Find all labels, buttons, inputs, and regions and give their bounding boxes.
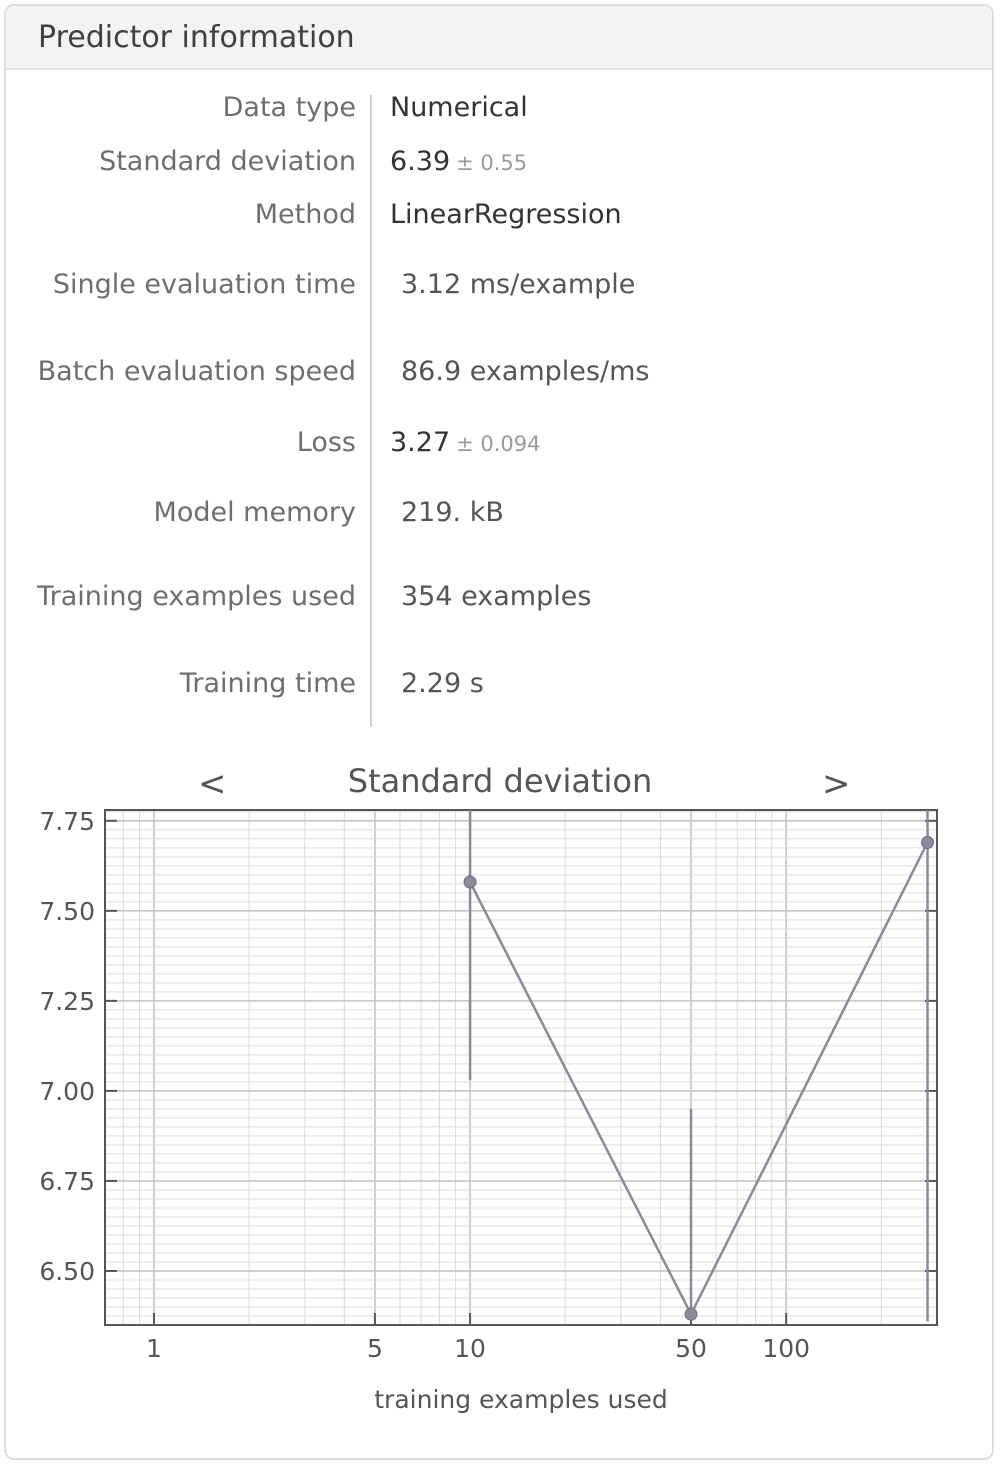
value-standard-deviation-text: 6.39: [390, 146, 451, 177]
value-data-type-text: Numerical: [390, 92, 528, 123]
value-loss-error: ± 0.094: [456, 432, 541, 456]
label-standard-deviation: Standard deviation: [99, 146, 356, 177]
column-divider: [370, 95, 372, 727]
value-method: LinearRegression: [390, 199, 622, 230]
label-model-memory: Model memory: [153, 497, 356, 528]
panel-header: Predictor information: [6, 6, 992, 70]
value-loss: 3.27 ± 0.094: [390, 427, 541, 458]
label-loss: Loss: [296, 427, 356, 458]
value-batch-evaluation-speed: 86.9 examples/ms: [401, 356, 650, 387]
label-training-examples-used: Training examples used: [37, 581, 356, 612]
value-standard-deviation-error: ± 0.55: [456, 151, 528, 175]
value-training-time: 2.29 s: [401, 668, 484, 699]
label-training-time: Training time: [179, 668, 356, 699]
value-single-evaluation-time: 3.12 ms/example: [401, 269, 636, 300]
value-method-text: LinearRegression: [390, 199, 622, 230]
chart-next-button[interactable]: >: [822, 764, 851, 804]
value-training-examples-used: 354 examples: [401, 581, 592, 612]
chart-title: Standard deviation: [347, 762, 653, 800]
chart-prev-button[interactable]: <: [198, 764, 227, 804]
panel-title: Predictor information: [38, 20, 355, 55]
label-batch-evaluation-speed: Batch evaluation speed: [37, 356, 356, 387]
label-single-evaluation-time: Single evaluation time: [52, 269, 356, 300]
value-data-type: Numerical: [390, 92, 528, 123]
value-model-memory: 219. kB: [401, 497, 504, 528]
label-data-type: Data type: [222, 92, 356, 123]
value-loss-text: 3.27: [390, 427, 451, 458]
label-method: Method: [254, 199, 356, 230]
value-standard-deviation: 6.39 ± 0.55: [390, 146, 527, 177]
